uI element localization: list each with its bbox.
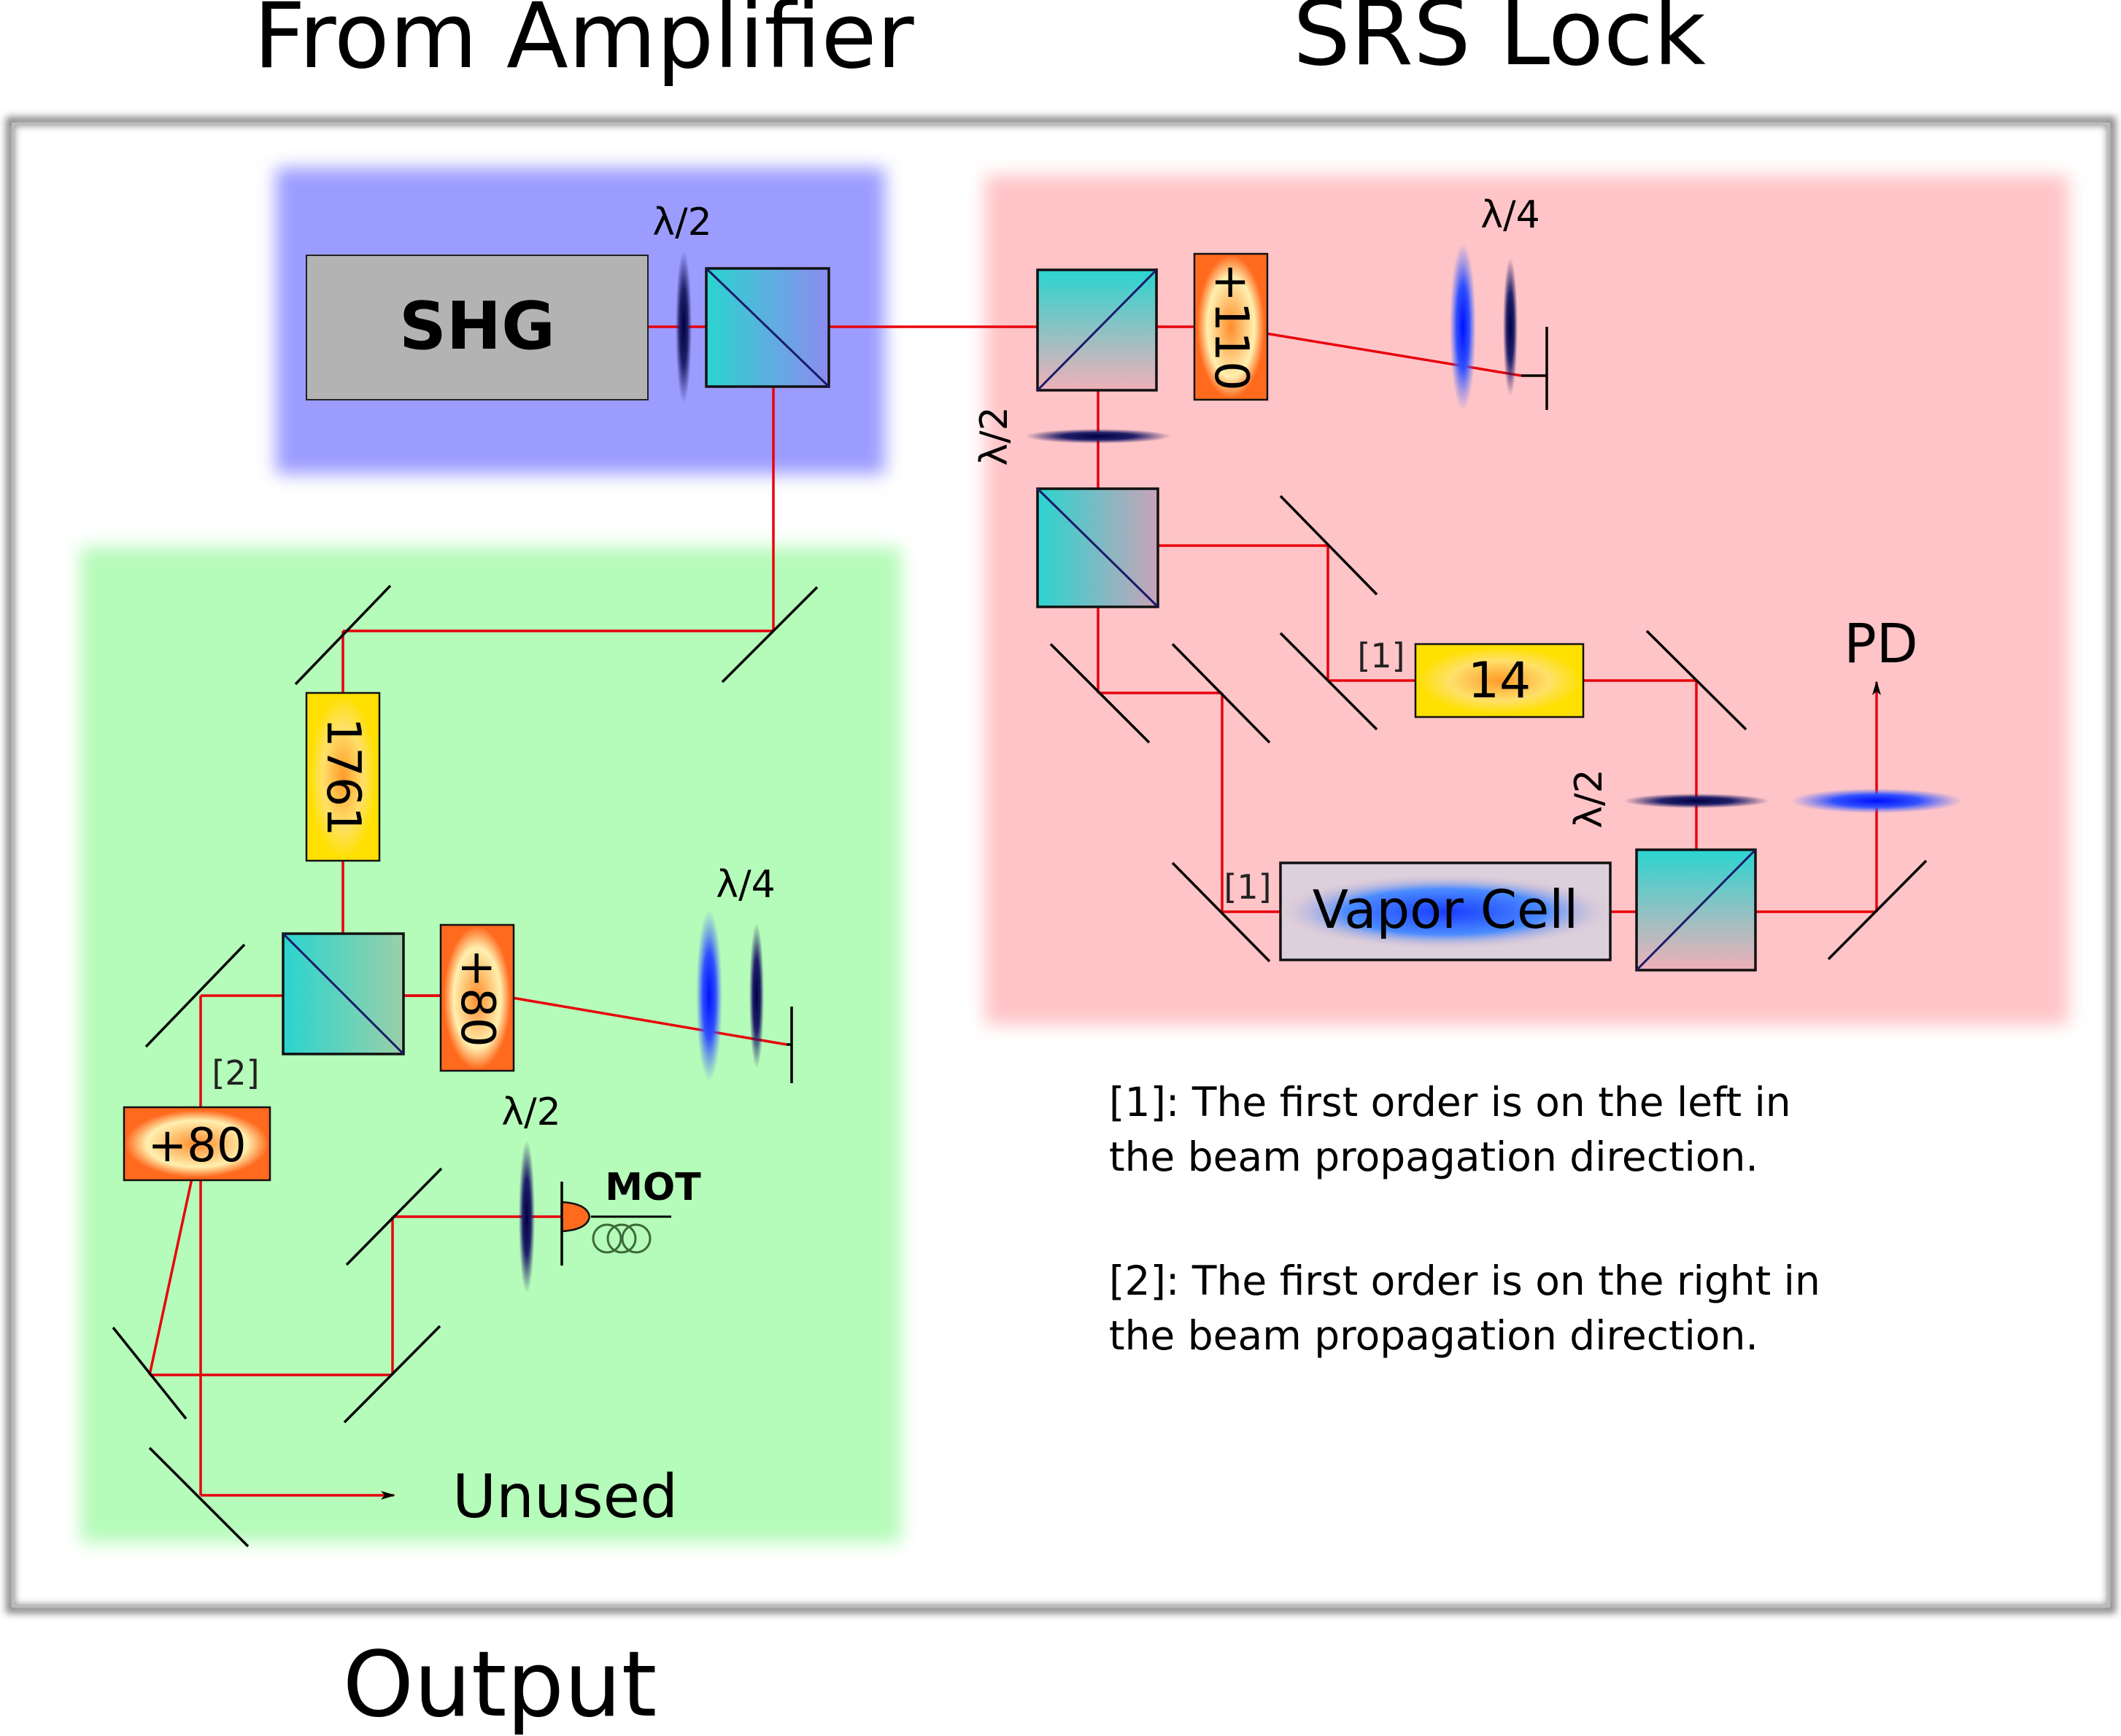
mirror-srs-2	[1049, 643, 1151, 744]
aom-plus-80-lower-label: +80	[147, 1119, 246, 1173]
aom-14	[1414, 643, 1585, 718]
beam-splitter-srs-pd	[1635, 848, 1757, 972]
half-wave-plate-srs	[1025, 429, 1171, 443]
mirror-output-7	[148, 1446, 250, 1548]
half-wave-plate-mot	[519, 1140, 535, 1293]
half-wave-plate-shg	[676, 250, 692, 403]
mirror-output-1	[294, 584, 392, 686]
quarter-wave-lens-output	[696, 910, 764, 1082]
quarter-wave-lens-srs	[1450, 243, 1518, 411]
half-wave-label-shg: λ/2	[652, 201, 711, 244]
aom-plus-80-lower	[123, 1106, 271, 1182]
mirror-srs-1	[1279, 495, 1378, 596]
mirror-output-3	[144, 943, 246, 1048]
mot-label: MOT	[605, 1166, 701, 1209]
beam-splitter-srs-mid	[1036, 487, 1159, 608]
mirror-output-6	[345, 1167, 443, 1266]
beam-splitter-shg	[705, 267, 830, 388]
note-1-line-1: [1]: The first order is on the left in	[1109, 1079, 1791, 1125]
heading-srs-lock: SRS Lock	[1293, 0, 1706, 86]
aom-plus-80-upper-label: +80	[450, 948, 504, 1047]
end-mirror-output	[787, 1007, 793, 1083]
note-2-line-1: [2]: The first order is on the right in	[1109, 1258, 1820, 1304]
mirror-output-4	[112, 1326, 188, 1420]
order-marker-1-vapor: [1]	[1224, 867, 1271, 907]
end-mirror-srs	[1521, 327, 1548, 410]
shg-box	[306, 255, 649, 400]
half-wave-label-pd: λ/2	[1567, 769, 1611, 828]
mirror-srs-3	[1171, 643, 1271, 744]
mirrors	[112, 495, 1928, 1548]
beam-splitter-output	[282, 932, 405, 1055]
mirror-srs-7	[1827, 859, 1928, 961]
shg-label: SHG	[399, 288, 555, 365]
aom-14-label: 14	[1468, 652, 1531, 710]
beam-splitter-srs-top	[1036, 268, 1158, 392]
vapor-cell	[1278, 861, 1613, 961]
vapor-cell-label: Vapor Cell	[1313, 879, 1579, 940]
lens-pd	[1790, 788, 1963, 813]
mot-assembly	[560, 1182, 671, 1266]
quarter-wave-label-srs: λ/4	[1480, 193, 1539, 237]
mirror-srs-5	[1645, 629, 1747, 731]
half-wave-label-srs: λ/2	[973, 406, 1016, 465]
half-wave-plate-pd	[1623, 794, 1769, 808]
mirror-output-5	[343, 1325, 441, 1424]
mirror-output-2	[721, 586, 819, 683]
heading-output: Output	[343, 1632, 657, 1736]
aom-plus-110-label: +110	[1204, 263, 1258, 391]
footnotes: [1]: The first order is on the left in t…	[1109, 1079, 1820, 1359]
order-marker-2: [2]	[212, 1053, 259, 1093]
outer-frame	[6, 117, 2116, 1613]
quarter-wave-label-output: λ/4	[716, 863, 775, 907]
aom-plus-80-upper	[439, 923, 515, 1072]
aom-plus-110	[1193, 252, 1269, 401]
note-2-line-2: the beam propagation direction.	[1109, 1312, 1758, 1359]
aom-1761	[305, 691, 381, 862]
unused-label: Unused	[452, 1462, 678, 1532]
heading-from-amplifier: From Amplifier	[253, 0, 913, 89]
note-1-line-2: the beam propagation direction.	[1109, 1134, 1758, 1180]
half-wave-label-mot: λ/2	[501, 1090, 560, 1134]
order-marker-1-aom14: [1]	[1357, 636, 1405, 675]
mirror-srs-6	[1171, 861, 1271, 963]
mirror-srs-4	[1279, 632, 1378, 731]
pd-label: PD	[1844, 613, 1918, 675]
aom-1761-label: 1761	[316, 718, 370, 837]
